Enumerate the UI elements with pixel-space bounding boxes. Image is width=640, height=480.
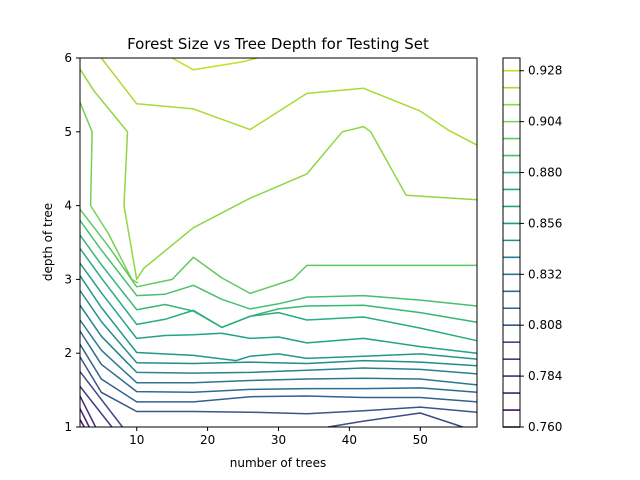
contour-line [79,290,478,367]
contour-line [327,412,464,428]
colorbar-tick-label: 0.832 [528,267,562,281]
y-axis-label: depth of tree [41,203,55,281]
contour-line [100,57,478,146]
colorbar: 0.760 0.784 0.808 0.832 0.856 0.880 0.904 0.928 [502,57,562,434]
y-tick-label: 2 [64,346,72,360]
x-axis-label: number of trees [230,456,326,470]
contour-line [79,330,478,394]
chart-title: Forest Size vs Tree Depth for Testing Se… [127,35,429,53]
x-tick-label: 20 [200,433,215,447]
colorbar-frame [502,57,521,428]
contour-line [79,385,113,428]
contour-line [79,304,478,375]
y-tick-label: 6 [64,51,72,65]
contour-line [171,57,258,71]
contour-line [79,356,478,415]
contour-line [79,371,124,428]
contour-line [79,275,478,362]
contour-line [79,247,478,342]
colorbar-tick-label: 0.808 [528,318,562,332]
contour-line [79,208,477,295]
contour-lines [79,57,478,428]
x-tick-label: 10 [129,433,144,447]
x-tick-label: 40 [342,433,357,447]
contour-line [79,219,478,310]
colorbar-tick-label: 0.856 [528,216,562,230]
colorbar-tick-label: 0.880 [528,166,562,180]
x-tick-label: 50 [413,433,428,447]
contour-line [79,408,90,428]
y-tick-label: 3 [64,272,72,286]
contour-line [79,102,139,284]
x-axis-ticks: 10 20 30 40 50 [129,427,428,447]
y-axis-ticks: 1 2 3 4 5 6 [64,51,80,434]
contour-line [79,68,478,281]
colorbar-tick-label: 0.904 [528,115,562,129]
y-tick-label: 5 [64,125,72,139]
x-tick-label: 30 [271,433,286,447]
y-tick-label: 1 [64,420,72,434]
contour-line [79,343,478,403]
contour-line [79,419,85,428]
contour-line [79,395,97,428]
y-tick-label: 4 [64,199,72,213]
colorbar-tick-label: 0.784 [528,369,562,383]
colorbar-tick-label: 0.760 [528,420,562,434]
contour-line [79,319,478,386]
colorbar-tick-label: 0.928 [528,64,562,78]
contour-line [79,234,478,329]
contour-line [79,262,478,354]
